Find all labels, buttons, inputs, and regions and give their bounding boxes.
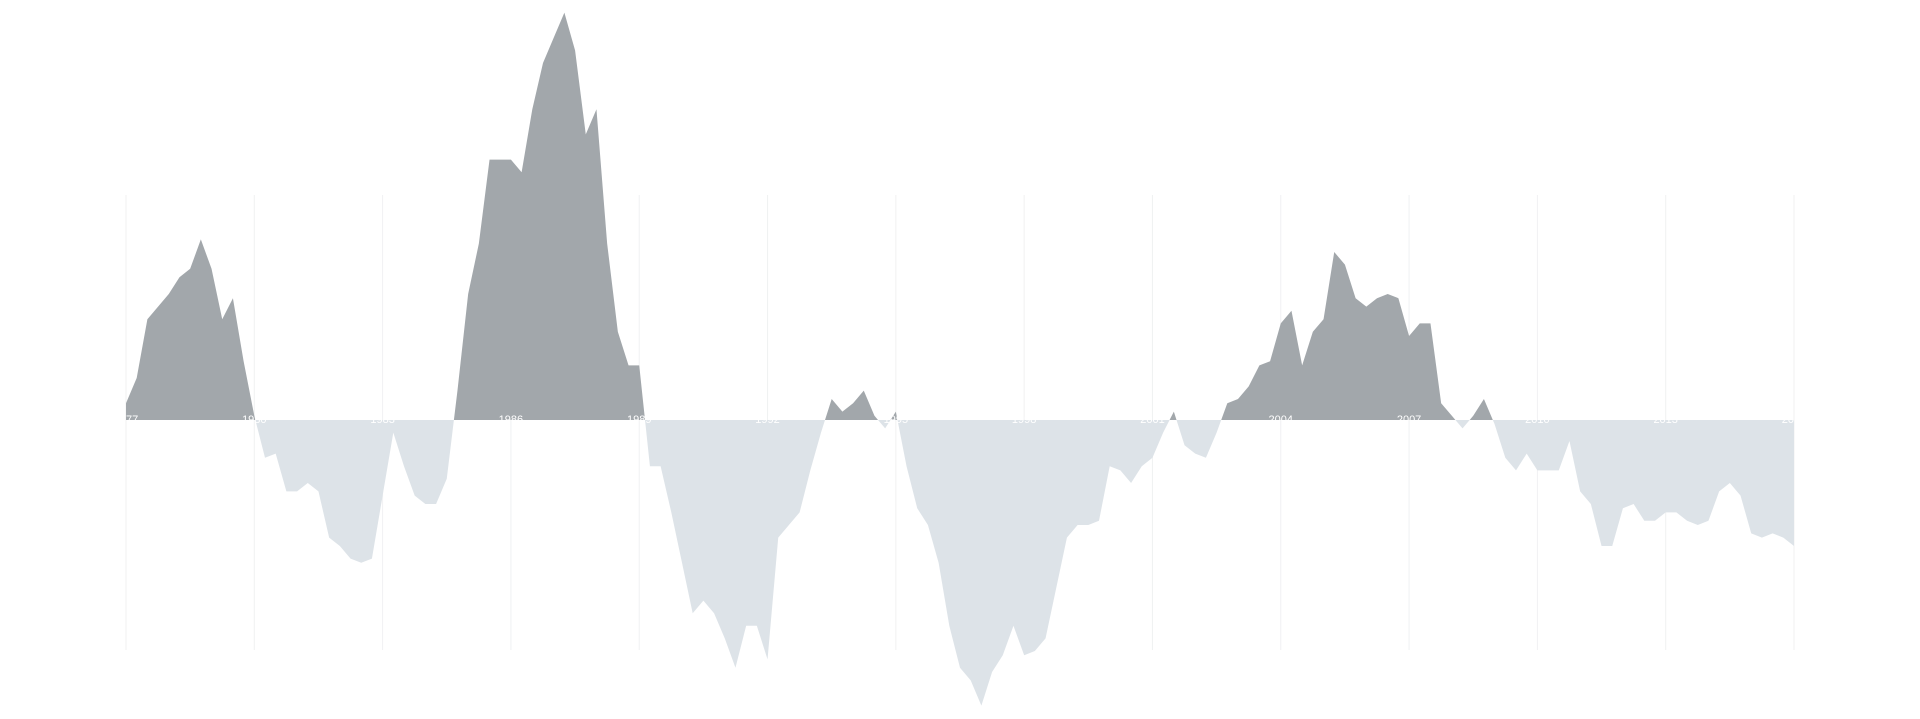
x-tick-label: 2001 bbox=[1140, 414, 1164, 426]
x-tick-label: 1986 bbox=[499, 414, 523, 426]
x-tick-label: 2010 bbox=[1525, 414, 1549, 426]
x-axis-labels: 1977 1980 1983 1986 1989 1992 1995 1998 2001 2004… bbox=[114, 414, 1806, 426]
negative-area bbox=[126, 420, 1794, 706]
x-tick-label: 1983 bbox=[370, 414, 394, 426]
x-tick-label: 2013 bbox=[1653, 414, 1677, 426]
x-tick-label: 1995 bbox=[884, 414, 908, 426]
x-tick-label: 1992 bbox=[755, 414, 779, 426]
x-tick-label: 1980 bbox=[242, 414, 266, 426]
positive-area bbox=[126, 12, 1794, 420]
x-tick-label: 2016 bbox=[1782, 414, 1806, 426]
x-tick-label: 2007 bbox=[1397, 414, 1421, 426]
x-tick-label: 1977 bbox=[114, 414, 138, 426]
x-tick-label: 1998 bbox=[1012, 414, 1036, 426]
x-tick-label: 1989 bbox=[627, 414, 651, 426]
x-tick-label: 2004 bbox=[1269, 414, 1293, 426]
